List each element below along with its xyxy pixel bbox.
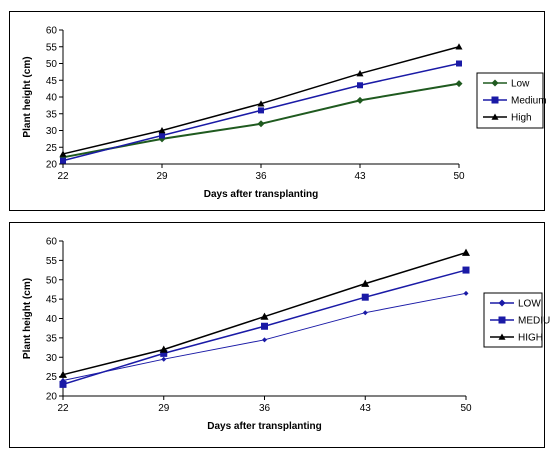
chart-bottom-data-point-medium xyxy=(462,266,470,274)
chart-top-y-tick-label: 25 xyxy=(46,143,58,154)
chart-bottom-data-point-high xyxy=(462,248,470,256)
chart-top-y-tick-label: 20 xyxy=(46,160,58,171)
chart-bottom-data-point-medium xyxy=(59,380,67,388)
chart-top-legend-label-low: Low xyxy=(511,79,530,90)
chart-bottom-y-tick-label: 20 xyxy=(46,392,58,403)
chart-bottom-y-tick-label: 40 xyxy=(46,314,58,325)
chart-top-legend-label-medium: Medium xyxy=(511,96,547,107)
chart-bottom-legend-marker-medium xyxy=(498,316,506,324)
chart-bottom-y-tick-label: 45 xyxy=(46,295,58,306)
chart-bottom-data-point-high xyxy=(159,345,168,353)
chart-top-x-tick-label: 36 xyxy=(255,171,267,182)
chart-top-x-tick-label: 43 xyxy=(354,171,366,182)
chart-top-y-axis-title: Plant height (cm) xyxy=(22,56,33,137)
chart-top-y-tick-label: 30 xyxy=(46,126,58,137)
chart-top-data-point-medium xyxy=(357,82,363,89)
chart-panel-top: 20 25 30 35 40 45 50 55 60 22 29 36 43 50 Days after t… xyxy=(9,11,547,211)
chart-top-data-point-high xyxy=(257,100,265,107)
chart-top-data-point-high xyxy=(455,43,463,50)
chart-bottom-data-point-low xyxy=(362,310,368,316)
chart-bottom-x-tick-label: 43 xyxy=(360,403,372,414)
chart-bottom-data-point-low xyxy=(262,337,267,343)
chart-top-data-point-low xyxy=(257,120,265,128)
chart-bottom-y-tick-label: 30 xyxy=(46,353,58,364)
chart-top-data-point-medium xyxy=(60,157,66,164)
chart-top-data-point-high xyxy=(356,70,364,77)
chart-bottom-data-point-high xyxy=(260,312,269,320)
chart-top-data-point-medium xyxy=(258,107,264,114)
chart-top-data-point-high xyxy=(59,150,67,157)
chart-bottom-series-line-low xyxy=(62,292,467,381)
chart-bottom-data-point-medium xyxy=(261,322,268,330)
chart-bottom-y-tick-label: 50 xyxy=(46,275,58,286)
chart-top-data-point-low xyxy=(356,96,364,104)
chart-bottom-y-tick-label: 55 xyxy=(46,256,58,267)
chart-top-x-tick-label: 22 xyxy=(57,171,69,182)
chart-top-y-tick-label: 40 xyxy=(46,93,58,104)
chart-top-legend-marker-medium xyxy=(491,96,499,104)
chart-bottom-x-tick-label: 50 xyxy=(460,403,472,414)
chart-bottom-data-point-high xyxy=(59,370,67,378)
chart-bottom-legend-label-low: LOW xyxy=(518,299,541,310)
chart-top-y-tick-label: 35 xyxy=(46,109,58,120)
chart-bottom-y-tick-label: 25 xyxy=(46,372,58,383)
chart-top-y-tick-label: 45 xyxy=(46,76,58,87)
chart-top-y-tick-label: 50 xyxy=(46,59,58,70)
chart-top-legend-label-high: High xyxy=(511,113,532,124)
chart-top-x-axis-title: Days after transplanting xyxy=(204,189,318,200)
chart-bottom-x-tick-label: 36 xyxy=(259,403,271,414)
chart-bottom-y-tick-label: 35 xyxy=(46,333,58,344)
chart-bottom-x-tick-label: 29 xyxy=(158,403,170,414)
chart-bottom-data-point-low xyxy=(463,290,469,296)
chart-top: 20 25 30 35 40 45 50 55 60 22 29 36 43 50 Days after t… xyxy=(22,26,547,201)
chart-bottom-legend-label-medium: MEDIUM xyxy=(518,316,551,327)
chart-bottom-y-axis-title: Plant height (cm) xyxy=(22,278,33,359)
chart-top-y-tick-label: 60 xyxy=(46,26,58,37)
chart-top-x-tick-label: 50 xyxy=(453,171,465,182)
chart-top-legend-marker-high xyxy=(491,113,499,120)
chart-bottom-data-point-medium xyxy=(361,293,369,301)
chart-top-data-point-medium xyxy=(159,132,165,139)
chart-panel-bottom: 20 25 30 35 40 45 50 55 60 22 29 36 43 50 Days after t… xyxy=(9,222,551,448)
chart-bottom: 20 25 30 35 40 45 50 55 60 22 29 36 43 50 Days after t… xyxy=(22,237,551,433)
chart-bottom-y-tick-label: 60 xyxy=(46,237,58,248)
chart-bottom-x-axis-title: Days after transplanting xyxy=(207,421,321,432)
chart-bottom-data-point-high xyxy=(361,279,370,287)
chart-top-data-point-low xyxy=(455,80,463,88)
chart-bottom-data-point-medium xyxy=(160,349,168,357)
chart-bottom-legend-marker-high xyxy=(498,333,506,340)
chart-top-data-point-high xyxy=(158,127,166,134)
chart-bottom-legend-label-high: HIGH xyxy=(518,333,543,344)
chart-top-y-tick-label: 55 xyxy=(46,42,58,53)
chart-bottom-data-point-low xyxy=(161,356,167,362)
chart-bottom-legend-marker-low xyxy=(498,299,506,307)
chart-top-legend-marker-low xyxy=(491,79,499,87)
chart-bottom-x-tick-label: 22 xyxy=(57,403,69,414)
chart-top-x-tick-label: 29 xyxy=(156,171,168,182)
chart-top-data-point-medium xyxy=(456,60,462,67)
